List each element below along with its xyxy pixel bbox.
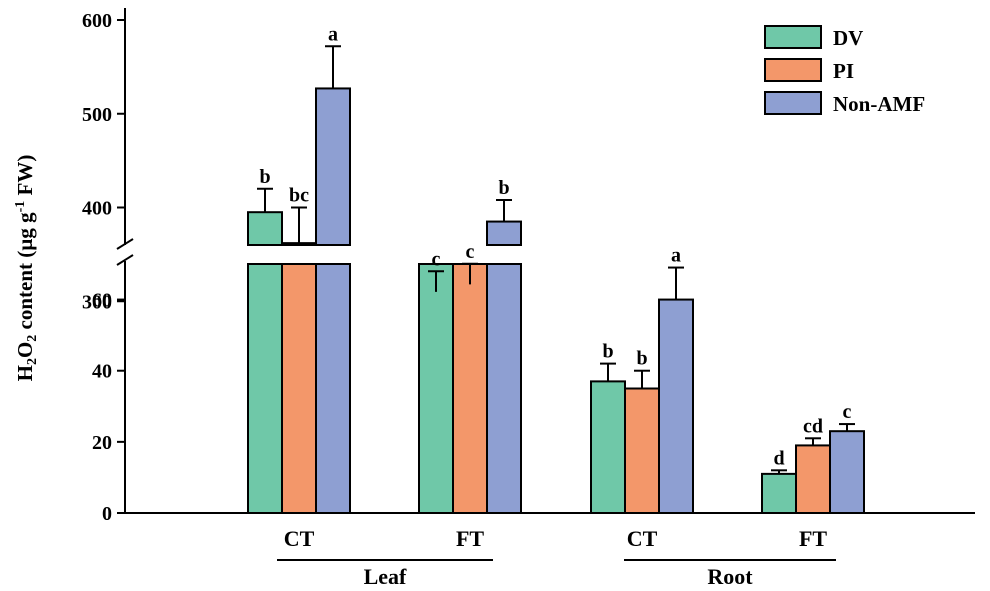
x-category-label: FT <box>456 526 484 551</box>
legend-swatch-non-amf <box>764 91 822 115</box>
x-category-label: CT <box>627 526 658 551</box>
y-tick-label: 600 <box>82 10 112 32</box>
y-title-superscript: -1 <box>13 201 28 213</box>
bar-pi <box>624 387 660 514</box>
bar-break-gap <box>486 246 522 263</box>
bar-break-gap <box>281 246 317 263</box>
bar-break-gap <box>418 246 454 263</box>
bar-non-amf-lower <box>486 263 522 514</box>
significance-label: a <box>328 23 338 45</box>
bar-dv-upper <box>247 211 283 246</box>
y-title-h: H <box>13 365 37 381</box>
bar-non-amf <box>658 298 694 515</box>
y-title-subscript: 2 <box>25 358 40 365</box>
significance-label: b <box>259 166 270 188</box>
legend-label: DV <box>833 26 863 50</box>
bar-pi-lower <box>452 263 488 514</box>
bar-dv <box>590 380 626 514</box>
significance-label: b <box>602 341 613 363</box>
y-tick-label: 0 <box>102 503 112 525</box>
bar-non-amf-upper <box>486 220 522 246</box>
bar-pi-lower <box>281 263 317 514</box>
significance-label: b <box>498 177 509 199</box>
bar-break-gap <box>315 246 351 263</box>
y-title-o: O <box>13 342 37 358</box>
y-tick-label: 300 <box>82 291 112 313</box>
significance-label: b <box>636 348 647 370</box>
y-tick-label: 40 <box>92 361 112 383</box>
bar-break-gap <box>452 246 488 263</box>
bar-dv <box>761 472 797 514</box>
bar-pi <box>795 444 831 514</box>
y-tick-label: 400 <box>82 198 112 220</box>
bar-pi-upper <box>281 242 317 246</box>
y-title-middle: content (µg g <box>13 212 37 335</box>
group-label: Leaf <box>364 564 407 589</box>
legend-label: Non-AMF <box>833 92 925 116</box>
bar-non-amf-upper <box>315 87 351 246</box>
significance-label: a <box>671 245 681 267</box>
y-axis-title: H2O2 content (µg g-1 FW) <box>13 155 40 382</box>
y-axis-break-mark-lower <box>116 254 134 266</box>
bar-dv-lower <box>247 263 283 514</box>
y-axis-break-mark-upper <box>116 238 134 250</box>
significance-label: d <box>773 447 784 469</box>
legend-swatch-pi <box>764 58 822 82</box>
group-label: Root <box>707 564 753 589</box>
legend-label: PI <box>833 59 854 83</box>
y-tick-label: 500 <box>82 104 112 126</box>
y-tick-label: 20 <box>92 432 112 454</box>
significance-label: c <box>432 248 441 270</box>
y-tick-label: 60 <box>92 290 112 312</box>
significance-label: cd <box>803 415 823 437</box>
legend-swatch-dv <box>764 25 822 49</box>
bar-dv-lower <box>418 263 454 514</box>
y-title-end: FW) <box>13 155 37 201</box>
x-category-label: FT <box>799 526 827 551</box>
significance-label: bc <box>289 185 309 207</box>
significance-label: c <box>466 241 475 263</box>
bar-non-amf <box>829 430 865 514</box>
y-title-subscript: 2 <box>25 335 40 342</box>
bar-break-gap <box>247 246 283 263</box>
significance-label: c <box>843 401 852 423</box>
x-category-label: CT <box>284 526 315 551</box>
bar-non-amf-lower <box>315 263 351 514</box>
